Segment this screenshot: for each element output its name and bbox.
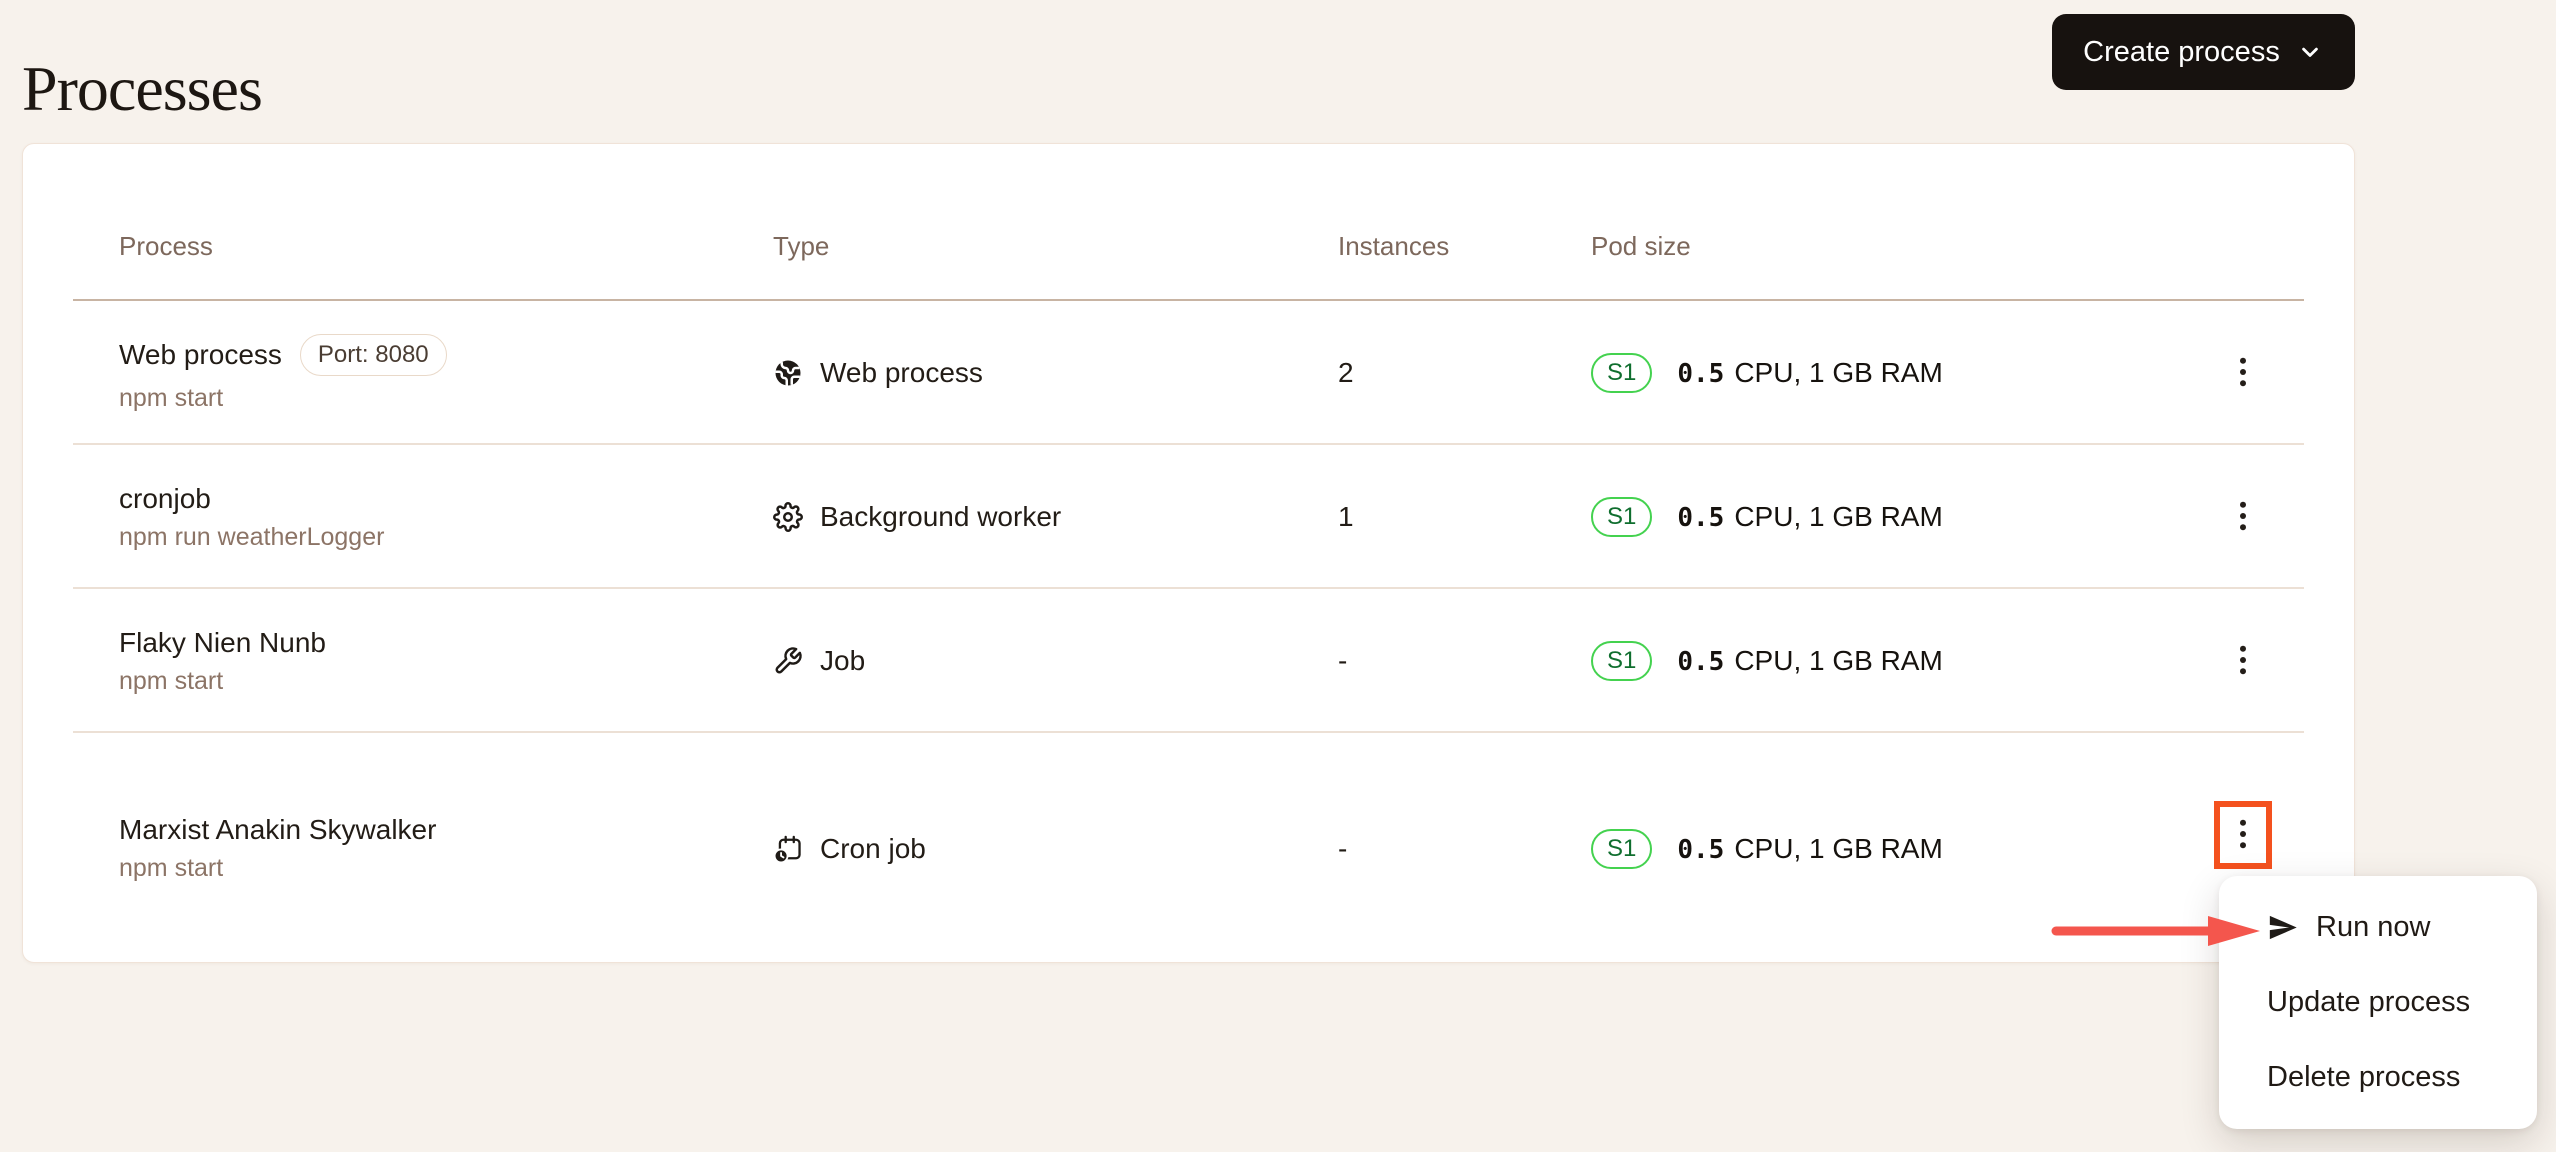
pod-size-cell: S1 0.5 CPU, 1 GB RAM [1591,353,2151,393]
row-actions-menu: Run now Update process Delete process [2219,876,2537,1129]
wrench-icon [773,646,803,676]
pod-spec-label: CPU, 1 GB RAM [1734,832,1943,864]
gear-icon [773,502,803,532]
pod-spec-label: CPU, 1 GB RAM [1734,645,1943,676]
process-name: cronjob [119,482,211,514]
column-header-instances: Instances [1338,231,1450,261]
pod-size-cell: S1 0.5 CPU, 1 GB RAM [1591,641,2151,681]
type-label: Job [820,645,866,676]
process-command: npm run weatherLogger [119,522,385,551]
type-cell: Job [773,645,1338,677]
type-label: Background worker [820,501,1062,532]
column-header-process: Process [119,231,213,261]
process-command: npm start [119,383,224,412]
menu-item-update-process[interactable]: Update process [2219,965,2537,1040]
processes-card: Process Type Instances Pod size Web proc… [22,143,2355,963]
process-name: Web process [119,338,282,370]
table-row: Flaky Nien Nunb npm start Job - S1 0.5 C… [23,589,2354,733]
menu-item-run-now[interactable]: Run now [2219,890,2537,965]
chevron-down-icon [2296,38,2324,66]
column-header-pod-size: Pod size [1591,231,1691,261]
table-header-row: Process Type Instances Pod size [23,144,2354,301]
process-cell: Marxist Anakin Skywalker npm start [119,814,773,883]
kebab-menu-icon [2237,817,2249,854]
process-cell: Flaky Nien Nunb npm start [119,627,773,696]
table-row: Web process Port: 8080 npm start Web pro… [23,301,2354,445]
pod-tier-badge: S1 [1591,641,1653,681]
page-title: Processes [22,52,263,124]
table-row: Marxist Anakin Skywalker npm start Cron … [23,733,2354,964]
pod-size-cell: S1 0.5 CPU, 1 GB RAM [1591,497,2151,537]
instances-cell: - [1338,832,1348,864]
type-label: Cron job [820,832,926,864]
row-actions-button[interactable] [2215,341,2271,405]
row-actions-button[interactable] [2215,485,2271,549]
port-badge: Port: 8080 [299,333,447,376]
pod-cpu-value: 0.5 [1677,503,1725,533]
table-row: cronjob npm run weatherLogger Background… [23,445,2354,589]
type-label: Web process [820,357,983,388]
kebab-menu-icon [2237,643,2249,680]
instances-cell: - [1338,645,1348,676]
create-process-button[interactable]: Create process [2052,14,2355,90]
pod-spec-label: CPU, 1 GB RAM [1734,501,1943,532]
pod-cpu-value: 0.5 [1677,359,1725,389]
instances-cell: 1 [1338,501,1354,532]
pod-tier-badge: S1 [1591,497,1653,537]
menu-item-label: Delete process [2267,1061,2461,1093]
pod-tier-badge: S1 [1591,828,1653,869]
type-cell: Web process [773,357,1338,389]
type-cell: Background worker [773,501,1338,533]
row-actions-button[interactable] [2215,803,2271,867]
instances-cell: 2 [1338,357,1354,388]
kebab-menu-icon [2237,355,2249,392]
process-command: npm start [119,854,224,882]
menu-item-label: Update process [2267,986,2471,1018]
process-cell: Web process Port: 8080 npm start [119,333,773,413]
menu-item-delete-process[interactable]: Delete process [2219,1040,2537,1115]
pod-tier-badge: S1 [1591,353,1653,393]
create-process-label: Create process [2083,35,2280,68]
calendar-clock-icon [773,834,803,864]
pod-cpu-value: 0.5 [1677,647,1725,677]
kebab-menu-icon [2237,499,2249,536]
column-header-type: Type [773,231,830,261]
process-name: Flaky Nien Nunb [119,626,326,658]
process-cell: cronjob npm run weatherLogger [119,483,773,552]
globe-icon [773,358,803,388]
row-actions-button[interactable] [2215,629,2271,693]
pod-spec-label: CPU, 1 GB RAM [1734,357,1943,388]
type-cell: Cron job [773,833,1338,865]
pod-size-cell: S1 0.5 CPU, 1 GB RAM [1591,828,2151,869]
pod-cpu-value: 0.5 [1677,834,1725,865]
process-name: Marxist Anakin Skywalker [119,814,437,845]
send-icon [2267,912,2298,943]
process-command: npm start [119,666,224,695]
menu-item-label: Run now [2316,911,2431,943]
